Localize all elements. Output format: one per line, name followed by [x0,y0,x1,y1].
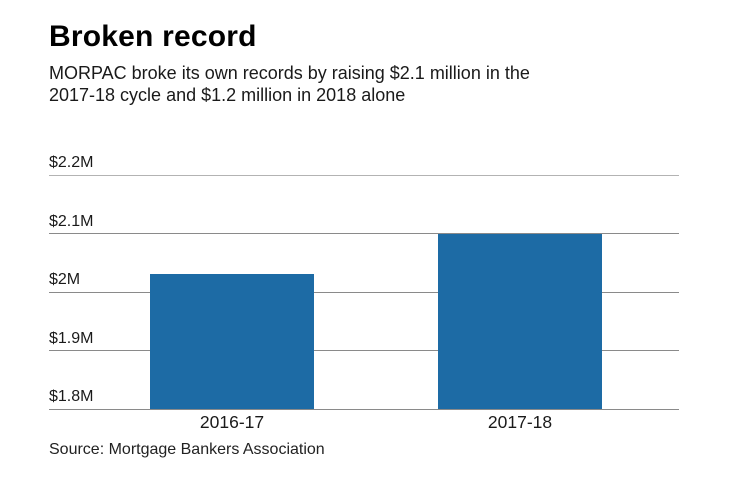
y-gridline [49,233,679,234]
y-tick-label: $1.8M [49,388,94,405]
chart-title: Broken record [49,20,257,53]
y-gridline [49,174,679,176]
bar-2017-18 [438,233,602,409]
y-tick-label: $2.1M [49,212,94,230]
y-gridline [49,350,679,351]
y-tick-label: $2.2M [49,154,94,171]
x-tick-label: 2016-17 [199,412,265,432]
chart-subtitle: MORPAC broke its own records by raising … [49,63,530,105]
y-tick-label: $2M [49,271,81,288]
y-tick-label: $1.9M [49,329,94,347]
source-note: Source: Mortgage Bankers Association [49,441,325,458]
y-gridline [49,291,679,293]
y-gridline [49,408,679,410]
x-tick-label: 2017-18 [487,412,553,432]
bar-2016-17 [150,274,314,409]
